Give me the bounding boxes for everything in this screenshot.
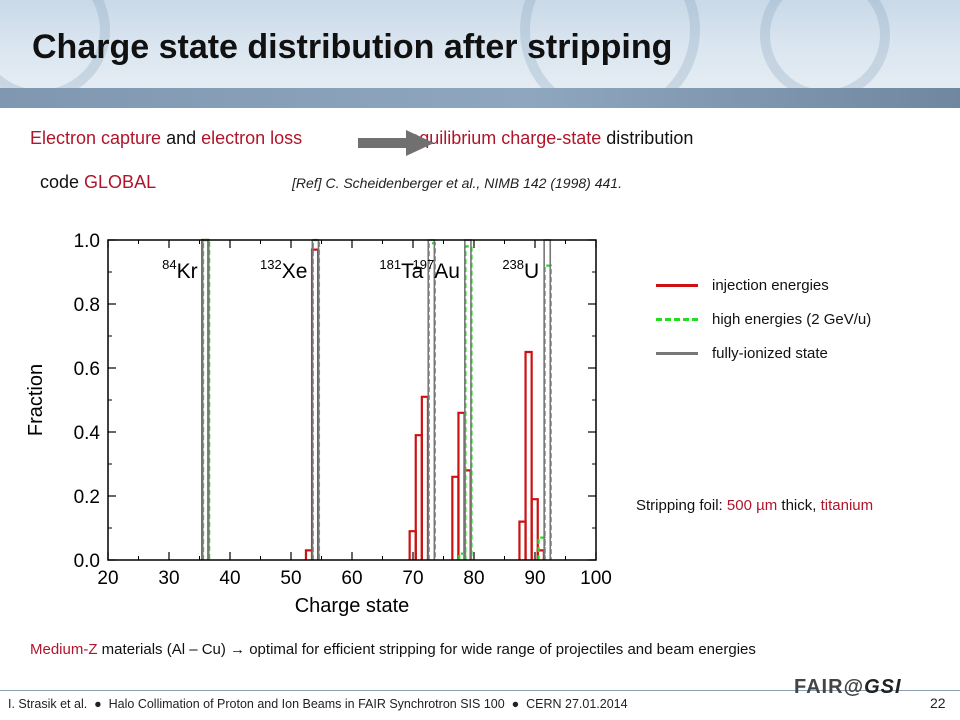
- y-tick-label: 0.0: [74, 551, 100, 572]
- x-tick-label: 30: [158, 568, 179, 589]
- plot-frame: [107, 239, 597, 561]
- conclusion-highlight: Medium-Z: [30, 641, 98, 658]
- fair-gsi-logo: FAIR@GSI: [794, 676, 902, 699]
- ion-label: 132Xe: [260, 257, 307, 283]
- code-prefix: code: [40, 172, 85, 192]
- x-axis-label: Charge state: [295, 595, 410, 617]
- legend-label-injection: injection energies: [712, 276, 829, 294]
- chart-legend: injection energies high energies (2 GeV/…: [656, 268, 871, 370]
- page-number: 22: [930, 695, 946, 711]
- x-tick-label: 90: [524, 568, 545, 589]
- y-tick-label: 0.8: [74, 295, 100, 316]
- conclusion-text: materials (Al – Cu) → optimal for effici…: [97, 641, 756, 658]
- reference-citation: [Ref] C. Scheidenberger et al., NIMB 142…: [292, 175, 622, 191]
- y-tick-label: 0.6: [74, 359, 100, 380]
- x-tick-label: 80: [463, 568, 484, 589]
- foil-material: titanium: [820, 497, 874, 514]
- right-arrow-icon: [358, 130, 434, 156]
- x-tick-label: 20: [97, 568, 118, 589]
- intro-distribution: distribution: [601, 128, 694, 148]
- footer-text: I. Strasik et al. ● Halo Collimation of …: [8, 697, 628, 711]
- charge-state-bar-injection: [524, 350, 533, 560]
- foil-thickness: 500 µm: [726, 497, 778, 514]
- legend-swatch-high-energy: [656, 317, 698, 321]
- y-axis-label: Fraction: [25, 364, 47, 436]
- ion-label: 238U: [502, 257, 539, 283]
- intro-electron-loss: electron loss: [201, 128, 303, 148]
- foil-prefix: Stripping foil:: [636, 497, 727, 514]
- x-tick-label: 40: [219, 568, 240, 589]
- legend-label-high-energy: high energies (2 GeV/u): [712, 310, 872, 328]
- legend-item-high-energy: high energies (2 GeV/u): [656, 302, 871, 336]
- logo-at: @: [843, 676, 865, 698]
- x-tick-label: 50: [280, 568, 301, 589]
- intro-line: Electron capture and electron loss equil…: [30, 128, 693, 149]
- x-tick-label: 60: [341, 568, 362, 589]
- intro-and: and: [161, 128, 202, 148]
- charge-state-bar-high-energy: [458, 552, 467, 560]
- banner-ring-decoration: [760, 0, 890, 100]
- header-banner: [0, 0, 960, 108]
- slide-title: Charge state distribution after strippin…: [32, 28, 673, 66]
- charge-state-bar-injection: [420, 395, 430, 560]
- charge-state-bar-injection: [530, 498, 539, 560]
- conclusion-line: Medium-Z materials (Al – Cu) → optimal f…: [30, 641, 756, 658]
- legend-item-injection: injection energies: [656, 268, 871, 302]
- y-tick-label: 1.0: [74, 231, 100, 252]
- foil-middle: thick,: [777, 497, 821, 514]
- code-line: code GLOBAL: [40, 172, 156, 193]
- logo-fair: FAIR: [794, 676, 844, 698]
- y-tick-label: 0.4: [74, 423, 101, 444]
- ion-label: 84Kr: [162, 257, 197, 283]
- legend-swatch-injection: [656, 283, 698, 287]
- legend-label-fully-ionized: fully-ionized state: [712, 344, 828, 362]
- banner-ring-decoration: [520, 0, 700, 108]
- legend-item-fully-ionized: fully-ionized state: [656, 336, 871, 370]
- ion-label: 197Au: [413, 257, 460, 283]
- footer-divider: [0, 690, 960, 691]
- code-name: GLOBAL: [84, 172, 157, 192]
- x-tick-label: 100: [580, 568, 612, 589]
- logo-gsi: GSI: [864, 676, 902, 698]
- charge-state-chart: 0.0 0.2 0.4 0.6 0.8 1.0 20 30 40 50 60 70 80 90 100 Cha…: [25, 231, 612, 617]
- intro-equilibrium: equilibrium charge-state: [409, 128, 602, 148]
- x-tick-label: 70: [402, 568, 423, 589]
- legend-swatch-fully-ionized: [656, 351, 698, 355]
- stripping-foil-note: Stripping foil: 500 µm thick, titanium: [636, 497, 873, 514]
- charge-state-bar-high-energy: [537, 536, 546, 560]
- banner-bar: [0, 88, 960, 108]
- ion-label: 181Ta: [379, 257, 423, 283]
- intro-electron-capture: Electron capture: [30, 128, 162, 148]
- y-tick-label: 0.2: [74, 487, 100, 508]
